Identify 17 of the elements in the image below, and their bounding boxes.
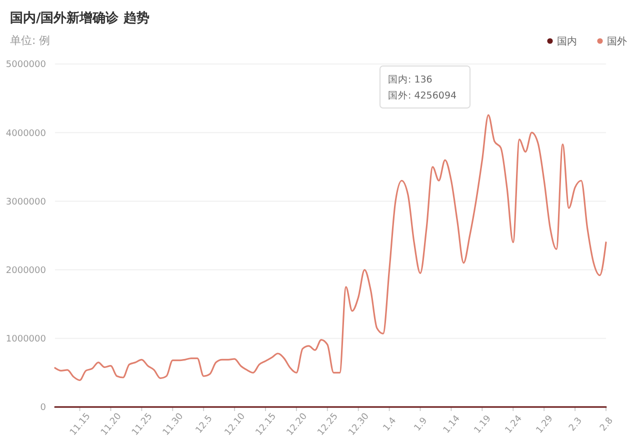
annotation: 国内: 136 <box>388 73 432 86</box>
legend-label: 国外 <box>607 36 627 48</box>
y-tick-label: 1000000 <box>6 334 46 345</box>
chart-subtitle: 单位: 例 <box>10 34 50 47</box>
line-series <box>54 114 607 382</box>
x-tick-label: 2.8 <box>598 416 616 434</box>
y-tick-label: 4000000 <box>6 128 46 139</box>
y-tick-label: 2000000 <box>6 266 46 276</box>
x-tick-label: 1.9 <box>412 416 430 434</box>
x-tick-label: 1.4 <box>382 416 399 434</box>
y-tick-label: 3000000 <box>6 197 46 208</box>
legend-label: 国内 <box>557 36 577 48</box>
x-tick-label: 2.3 <box>567 416 584 434</box>
annotation: 国外: 4256094 <box>388 90 457 102</box>
chart-title: 国内/国外新增确诊 趋势 <box>10 10 150 26</box>
y-tick-label: 5000000 <box>6 60 46 70</box>
y-tick-label: 0 <box>40 403 46 414</box>
